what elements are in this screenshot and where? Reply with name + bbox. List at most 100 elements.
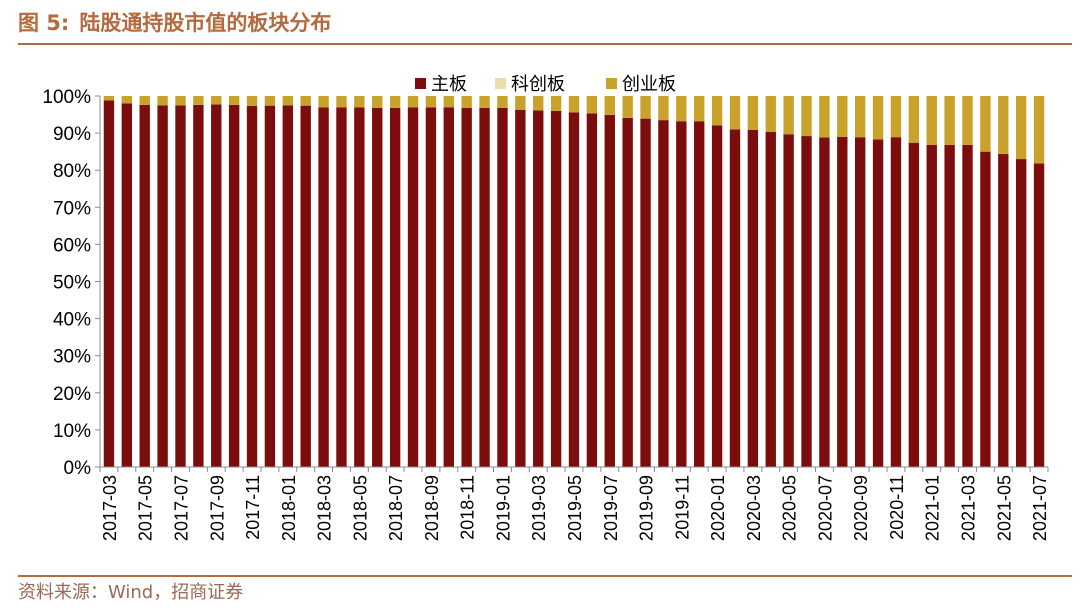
figure-title: 图 5: 陆股通持股市值的板块分布: [18, 8, 331, 38]
x-tick-label: 2018-05: [350, 475, 370, 541]
bar-segment-main-board: [998, 153, 1009, 467]
bar-segment-chinext: [461, 96, 472, 108]
x-tick-label: 2017-11: [243, 475, 263, 540]
bar-segment-chinext: [533, 96, 544, 111]
bar-segment-main-board: [676, 121, 687, 467]
stacked-bar-chart: 主板 科创板 创业板 0% 10% 20% 30% 40% 50% 60% 70% 80% 90% 10…: [42, 74, 1050, 541]
x-axis: 2017-03 2017-05 2017-07 2017-09 2017-11 2018-…: [99, 466, 1050, 541]
x-tick-label: 2019-03: [529, 475, 549, 541]
bar-segment-chinext: [586, 96, 598, 114]
bar-segment-chinext: [103, 96, 115, 101]
x-tick-label: 2019-09: [637, 475, 657, 541]
bar-segment-chinext: [622, 96, 633, 118]
bar-segment-chinext: [1015, 96, 1027, 160]
bar-segment-main-board: [157, 105, 168, 468]
bar-segment-main-board: [694, 121, 705, 467]
bar-segment-main-board: [389, 107, 401, 467]
bar-segment-main-board: [783, 134, 794, 467]
bar-segment-main-board: [711, 125, 723, 468]
x-tick-label: 2021-05: [994, 475, 1014, 541]
bar-segment-chinext: [282, 96, 293, 106]
legend-swatch: [495, 78, 506, 89]
bar-segment-chinext: [121, 96, 133, 104]
bar-segment-chinext: [515, 96, 526, 110]
y-tick-label: 0%: [64, 458, 92, 479]
bar-segment-main-board: [944, 144, 955, 468]
bar-segment-main-board: [908, 142, 920, 467]
bar-segment-main-board: [604, 114, 615, 468]
bar-segment-chinext: [872, 96, 884, 140]
legend-label: 科创板: [511, 74, 565, 94]
bar-segment-chinext: [801, 96, 812, 137]
bar-segment-main-board: [765, 131, 776, 467]
bar-segment-chinext: [962, 96, 973, 145]
bar-segment-chinext: [765, 96, 776, 132]
bar-segment-chinext: [711, 96, 723, 126]
bar-segment-chinext: [604, 96, 615, 115]
y-tick-label: 70%: [53, 198, 91, 219]
title-divider: [18, 43, 1072, 45]
bar-segment-chinext: [354, 96, 365, 108]
bar-segment-main-board: [121, 103, 133, 468]
y-tick-label: 80%: [53, 161, 91, 182]
x-tick-label: 2021-07: [1030, 475, 1050, 541]
bar-segment-main-board: [819, 137, 830, 467]
bar-segment-main-board: [336, 107, 347, 467]
x-tick-label: 2020-07: [815, 475, 835, 541]
x-tick-label: 2017-05: [136, 475, 156, 541]
bar-segment-main-board: [139, 104, 150, 468]
bar-segment-chinext: [300, 96, 311, 106]
bar-segment-chinext: [372, 96, 383, 108]
bar-segment-chinext: [998, 96, 1009, 154]
bar-segment-chinext: [246, 96, 258, 107]
bar-segment-main-board: [622, 117, 633, 467]
bar-segment-chinext: [193, 96, 204, 105]
bar-segment-main-board: [479, 107, 490, 467]
bar-segment-chinext: [855, 96, 866, 138]
bar-segment-main-board: [515, 109, 526, 468]
bar-segment-chinext: [157, 96, 168, 106]
bar-segment-main-board: [443, 107, 454, 467]
x-tick-label: 2019-07: [601, 475, 621, 541]
bar-segment-chinext: [211, 96, 222, 105]
x-tick-label: 2020-03: [744, 475, 764, 541]
x-tick-label: 2017-09: [207, 475, 227, 541]
x-tick-label: 2020-01: [708, 475, 728, 541]
bar-segment-chinext: [819, 96, 830, 138]
bar-segment-main-board: [193, 104, 204, 468]
figure-label: 图 5:: [18, 11, 70, 35]
x-tick-label: 2021-01: [923, 475, 943, 541]
bar-segment-main-board: [407, 107, 419, 467]
bar-segment-main-board: [1015, 159, 1027, 467]
x-tick-label: 2018-11: [458, 475, 478, 540]
bar-segment-chinext: [944, 96, 955, 145]
y-axis: 0% 10% 20% 30% 40% 50% 60% 70% 80% 90% 100%: [42, 87, 101, 479]
y-tick-label: 100%: [42, 87, 91, 108]
bar-segment-main-board: [801, 136, 812, 467]
legend-label: 创业板: [622, 74, 676, 94]
x-tick-label: 2017-03: [100, 475, 120, 541]
bar-segment-chinext: [175, 96, 186, 106]
bar-segment-chinext: [479, 96, 490, 108]
bar-segment-main-board: [175, 105, 186, 468]
y-tick-label: 20%: [53, 384, 91, 405]
bar-segment-main-board: [228, 104, 240, 468]
bar-segment-chinext: [640, 96, 651, 119]
x-tick-label: 2020-05: [780, 475, 800, 541]
bar-segment-main-board: [872, 139, 884, 468]
bar-segment-chinext: [550, 96, 562, 111]
bar-segment-chinext: [497, 96, 508, 108]
bar-segment-chinext: [1033, 96, 1045, 164]
bar-segment-main-board: [890, 137, 902, 467]
bar-segment-main-board: [729, 129, 741, 467]
bar-segment-main-board: [837, 136, 848, 467]
bar-segment-chinext: [407, 96, 419, 108]
bar-segment-chinext: [425, 96, 437, 108]
y-tick-label: 40%: [53, 310, 91, 331]
bar-segment-main-board: [855, 137, 866, 467]
y-tick-label: 90%: [53, 124, 91, 145]
bar-segment-chinext: [658, 96, 669, 121]
bar-segment-main-board: [926, 144, 937, 468]
y-tick-label: 50%: [53, 273, 91, 294]
bar-segment-chinext: [228, 96, 240, 105]
